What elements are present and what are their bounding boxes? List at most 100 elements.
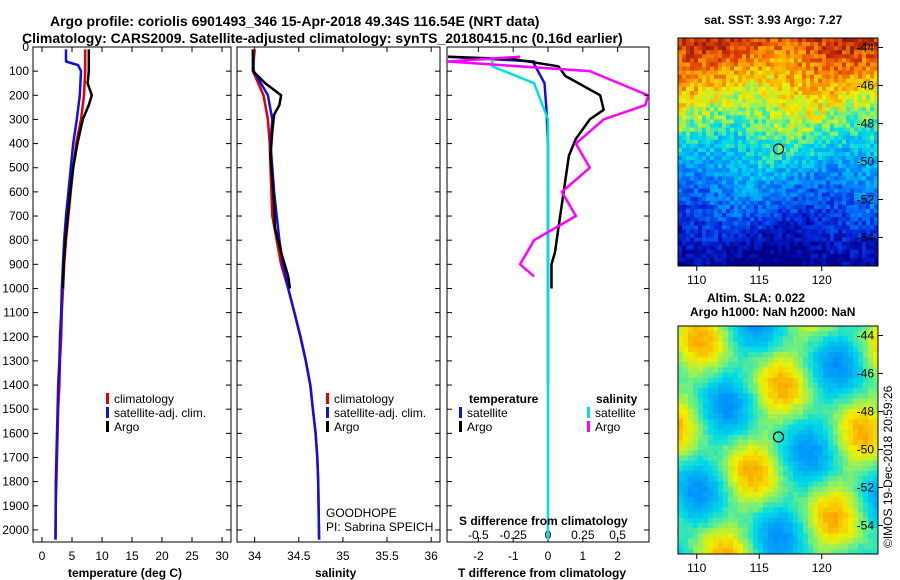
map-cell (858, 383, 864, 389)
map-cell (750, 115, 755, 120)
map-cell (688, 491, 694, 498)
map-cell (848, 429, 854, 436)
map-cell (853, 326, 859, 332)
map-cell (698, 336, 704, 342)
map-cell (746, 172, 751, 177)
map-cell (702, 168, 707, 173)
map-cell (770, 176, 775, 181)
map-cell (813, 507, 819, 513)
map-cell (806, 131, 811, 137)
map-cell (678, 383, 684, 389)
map-cell (818, 522, 824, 529)
map-cell (826, 38, 831, 43)
map-cell (683, 543, 689, 550)
map-cell (854, 156, 859, 161)
map-cell (714, 156, 719, 161)
map-cell (726, 78, 731, 84)
map-cell (846, 225, 851, 230)
map-cell (683, 326, 689, 332)
map-cell (806, 196, 811, 202)
map-cell (828, 346, 834, 353)
map-cell (690, 213, 695, 218)
map-cell (758, 213, 763, 218)
map-cell (746, 200, 751, 206)
map-cell (866, 115, 871, 120)
map-cell (678, 192, 683, 198)
map-cell (710, 139, 715, 145)
map-cell (686, 209, 691, 214)
map-cell (862, 46, 867, 51)
map-cell (718, 424, 724, 431)
map-cell (690, 168, 695, 173)
map-cell (790, 66, 795, 71)
map-cell (870, 176, 875, 181)
map-cell (782, 241, 787, 247)
map-cell (823, 403, 829, 410)
map-cell (678, 253, 683, 259)
map-cell (730, 225, 735, 230)
map-cell (688, 419, 694, 425)
map-cell (678, 38, 683, 43)
map-cell (806, 70, 811, 76)
map-cell (766, 50, 771, 55)
map-cell (774, 237, 779, 242)
map-cell (790, 200, 795, 206)
map-cell (694, 46, 699, 51)
map-cell (788, 460, 794, 467)
map-cell (698, 367, 704, 374)
map-cell (848, 465, 854, 472)
map-cell (862, 82, 867, 88)
map-cell (873, 351, 879, 358)
map-cell (868, 326, 874, 332)
map-cell (682, 257, 687, 263)
map-cell (818, 135, 823, 141)
map-cell (730, 119, 735, 124)
map-cell (718, 82, 723, 88)
map-cell (683, 434, 689, 441)
map-cell (722, 221, 727, 226)
map-cell (822, 66, 827, 71)
map-cell (830, 164, 835, 169)
map-cell (823, 331, 829, 337)
map-cell (713, 533, 719, 539)
map-cell (826, 152, 831, 157)
map-cell (818, 491, 824, 498)
map-cell (758, 445, 764, 451)
map-cell (822, 168, 827, 173)
series-line-argo (61, 49, 94, 289)
map-cell (706, 233, 711, 238)
map-cell (698, 357, 704, 363)
map-cell (823, 450, 829, 456)
map-cell (718, 486, 724, 493)
map-cell (743, 476, 749, 482)
map-cell (750, 54, 755, 59)
map-cell (728, 414, 734, 420)
map-cell (874, 249, 879, 255)
map-cell (738, 160, 743, 165)
map-cell (742, 119, 747, 124)
map-cell (698, 217, 703, 222)
map-cell (778, 507, 784, 513)
map-cell (862, 237, 867, 242)
map-cell (698, 476, 704, 482)
map-lat-label: -50 (857, 443, 875, 457)
map-cell (833, 533, 839, 539)
map-cell (702, 62, 707, 67)
map-cell (793, 455, 799, 462)
map-cell (866, 119, 871, 124)
map-cell (814, 54, 819, 59)
map-cell (714, 38, 719, 43)
map-cell (698, 548, 704, 555)
map-cell (862, 152, 867, 157)
map-cell (688, 465, 694, 472)
map-cell (778, 455, 784, 462)
map-cell (783, 434, 789, 441)
map-cell (798, 225, 803, 230)
map-cell (682, 221, 687, 226)
map-cell (718, 78, 723, 84)
map-cell (793, 429, 799, 436)
map-cell (834, 38, 839, 43)
map-cell (722, 156, 727, 161)
map-cell (846, 107, 851, 112)
map-cell (734, 123, 739, 128)
